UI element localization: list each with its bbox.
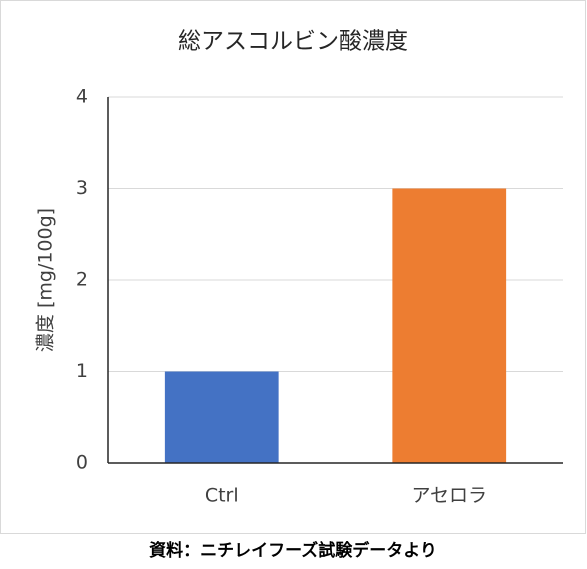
chart-title: 総アスコルビン酸濃度	[178, 29, 408, 55]
x-tick-label: アセロラ	[411, 485, 487, 507]
y-tick-label: 2	[76, 269, 88, 291]
x-tick-label: Ctrl	[205, 485, 239, 507]
y-tick-label: 1	[76, 360, 88, 382]
source-note: 資料：ニチレイフーズ試験データより	[149, 540, 437, 561]
y-axis-label: 濃度 [mg/100g]	[35, 208, 57, 352]
bar	[164, 371, 279, 463]
y-tick-label: 4	[76, 86, 88, 108]
y-tick-label: 0	[76, 452, 88, 474]
y-tick-label: 3	[76, 177, 88, 199]
bar	[392, 188, 507, 463]
